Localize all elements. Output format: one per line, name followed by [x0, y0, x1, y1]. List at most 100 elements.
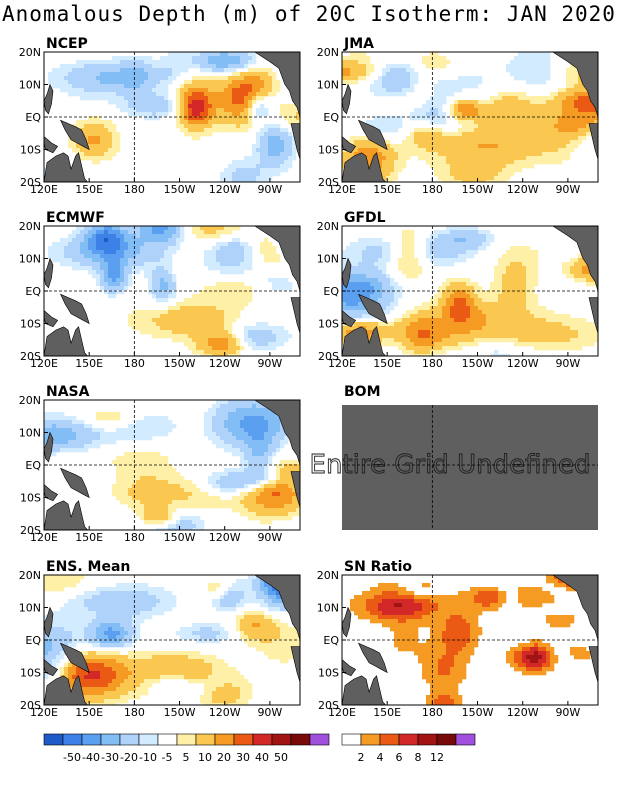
- cell: [498, 112, 503, 117]
- cell: [498, 100, 503, 105]
- cell: [362, 242, 367, 247]
- cell: [474, 230, 479, 235]
- cell: [128, 112, 133, 117]
- cell: [362, 144, 367, 149]
- cell: [438, 148, 443, 153]
- cell: [160, 278, 165, 283]
- cell: [192, 128, 197, 133]
- cell: [374, 148, 379, 153]
- cell: [188, 116, 193, 121]
- cell: [566, 314, 571, 319]
- cell: [84, 136, 89, 141]
- cell: [160, 258, 165, 263]
- cell: [224, 342, 229, 347]
- cell: [240, 56, 245, 61]
- cell: [92, 230, 97, 235]
- cell: [434, 132, 439, 137]
- cell: [272, 338, 277, 343]
- cell: [212, 84, 217, 89]
- cell: [382, 246, 387, 251]
- panel-title: GFDL: [344, 210, 386, 226]
- cell: [478, 136, 483, 141]
- cell: [398, 76, 403, 81]
- cell: [502, 330, 507, 335]
- cell: [530, 314, 535, 319]
- cell: [168, 294, 173, 299]
- cell: [80, 230, 85, 235]
- cell: [276, 84, 281, 89]
- cell: [228, 116, 233, 121]
- cell: [220, 112, 225, 117]
- cell: [382, 342, 387, 347]
- cell: [260, 330, 265, 335]
- cell: [578, 278, 583, 283]
- cell: [156, 116, 161, 121]
- cell: [386, 152, 391, 157]
- cell: [362, 278, 367, 283]
- cell: [168, 104, 173, 109]
- cell: [546, 342, 551, 347]
- cell: [196, 136, 201, 141]
- cell: [486, 310, 491, 315]
- cell: [220, 258, 225, 263]
- cell: [208, 132, 213, 137]
- cell: [268, 84, 273, 89]
- cell: [462, 278, 467, 283]
- cell: [160, 64, 165, 69]
- cell: [350, 274, 355, 279]
- cell: [490, 326, 495, 331]
- cell: [208, 314, 213, 319]
- cell: [108, 250, 113, 255]
- cell: [570, 140, 575, 145]
- cell: [232, 262, 237, 267]
- cell: [164, 76, 169, 81]
- cell: [418, 306, 423, 311]
- cell: [474, 246, 479, 251]
- cell: [542, 124, 547, 129]
- cell: [220, 314, 225, 319]
- cell: [188, 318, 193, 323]
- cell: [410, 310, 415, 315]
- cell: [526, 258, 531, 263]
- cell: [386, 290, 391, 295]
- cell: [212, 230, 217, 235]
- cell: [542, 148, 547, 153]
- cell: [92, 270, 97, 275]
- cell: [252, 342, 257, 347]
- cell: [570, 88, 575, 93]
- cell: [108, 68, 113, 73]
- cell: [112, 278, 117, 283]
- cell: [474, 160, 479, 165]
- cell: [68, 144, 73, 149]
- cell: [268, 242, 273, 247]
- cell: [386, 116, 391, 121]
- cell: [510, 250, 515, 255]
- cell: [248, 56, 253, 61]
- cell: [434, 52, 439, 57]
- cell: [120, 104, 125, 109]
- cell: [116, 96, 121, 101]
- cell: [482, 180, 487, 182]
- cell: [382, 278, 387, 283]
- cell: [454, 318, 459, 323]
- cell: [268, 278, 273, 283]
- cell: [550, 104, 555, 109]
- cell: [228, 266, 233, 271]
- cell: [434, 92, 439, 97]
- cell: [370, 286, 375, 291]
- cell: [410, 342, 415, 347]
- cell: [140, 314, 145, 319]
- cell: [200, 132, 205, 137]
- cell: [132, 322, 137, 327]
- cell: [446, 160, 451, 165]
- cell: [494, 96, 499, 101]
- cell: [442, 258, 447, 263]
- cell: [418, 346, 423, 351]
- cell: [378, 326, 383, 331]
- cell: [518, 322, 523, 327]
- cell: [414, 274, 419, 279]
- cell: [586, 322, 591, 327]
- cell: [502, 104, 507, 109]
- cell: [398, 156, 403, 161]
- cell: [68, 258, 73, 263]
